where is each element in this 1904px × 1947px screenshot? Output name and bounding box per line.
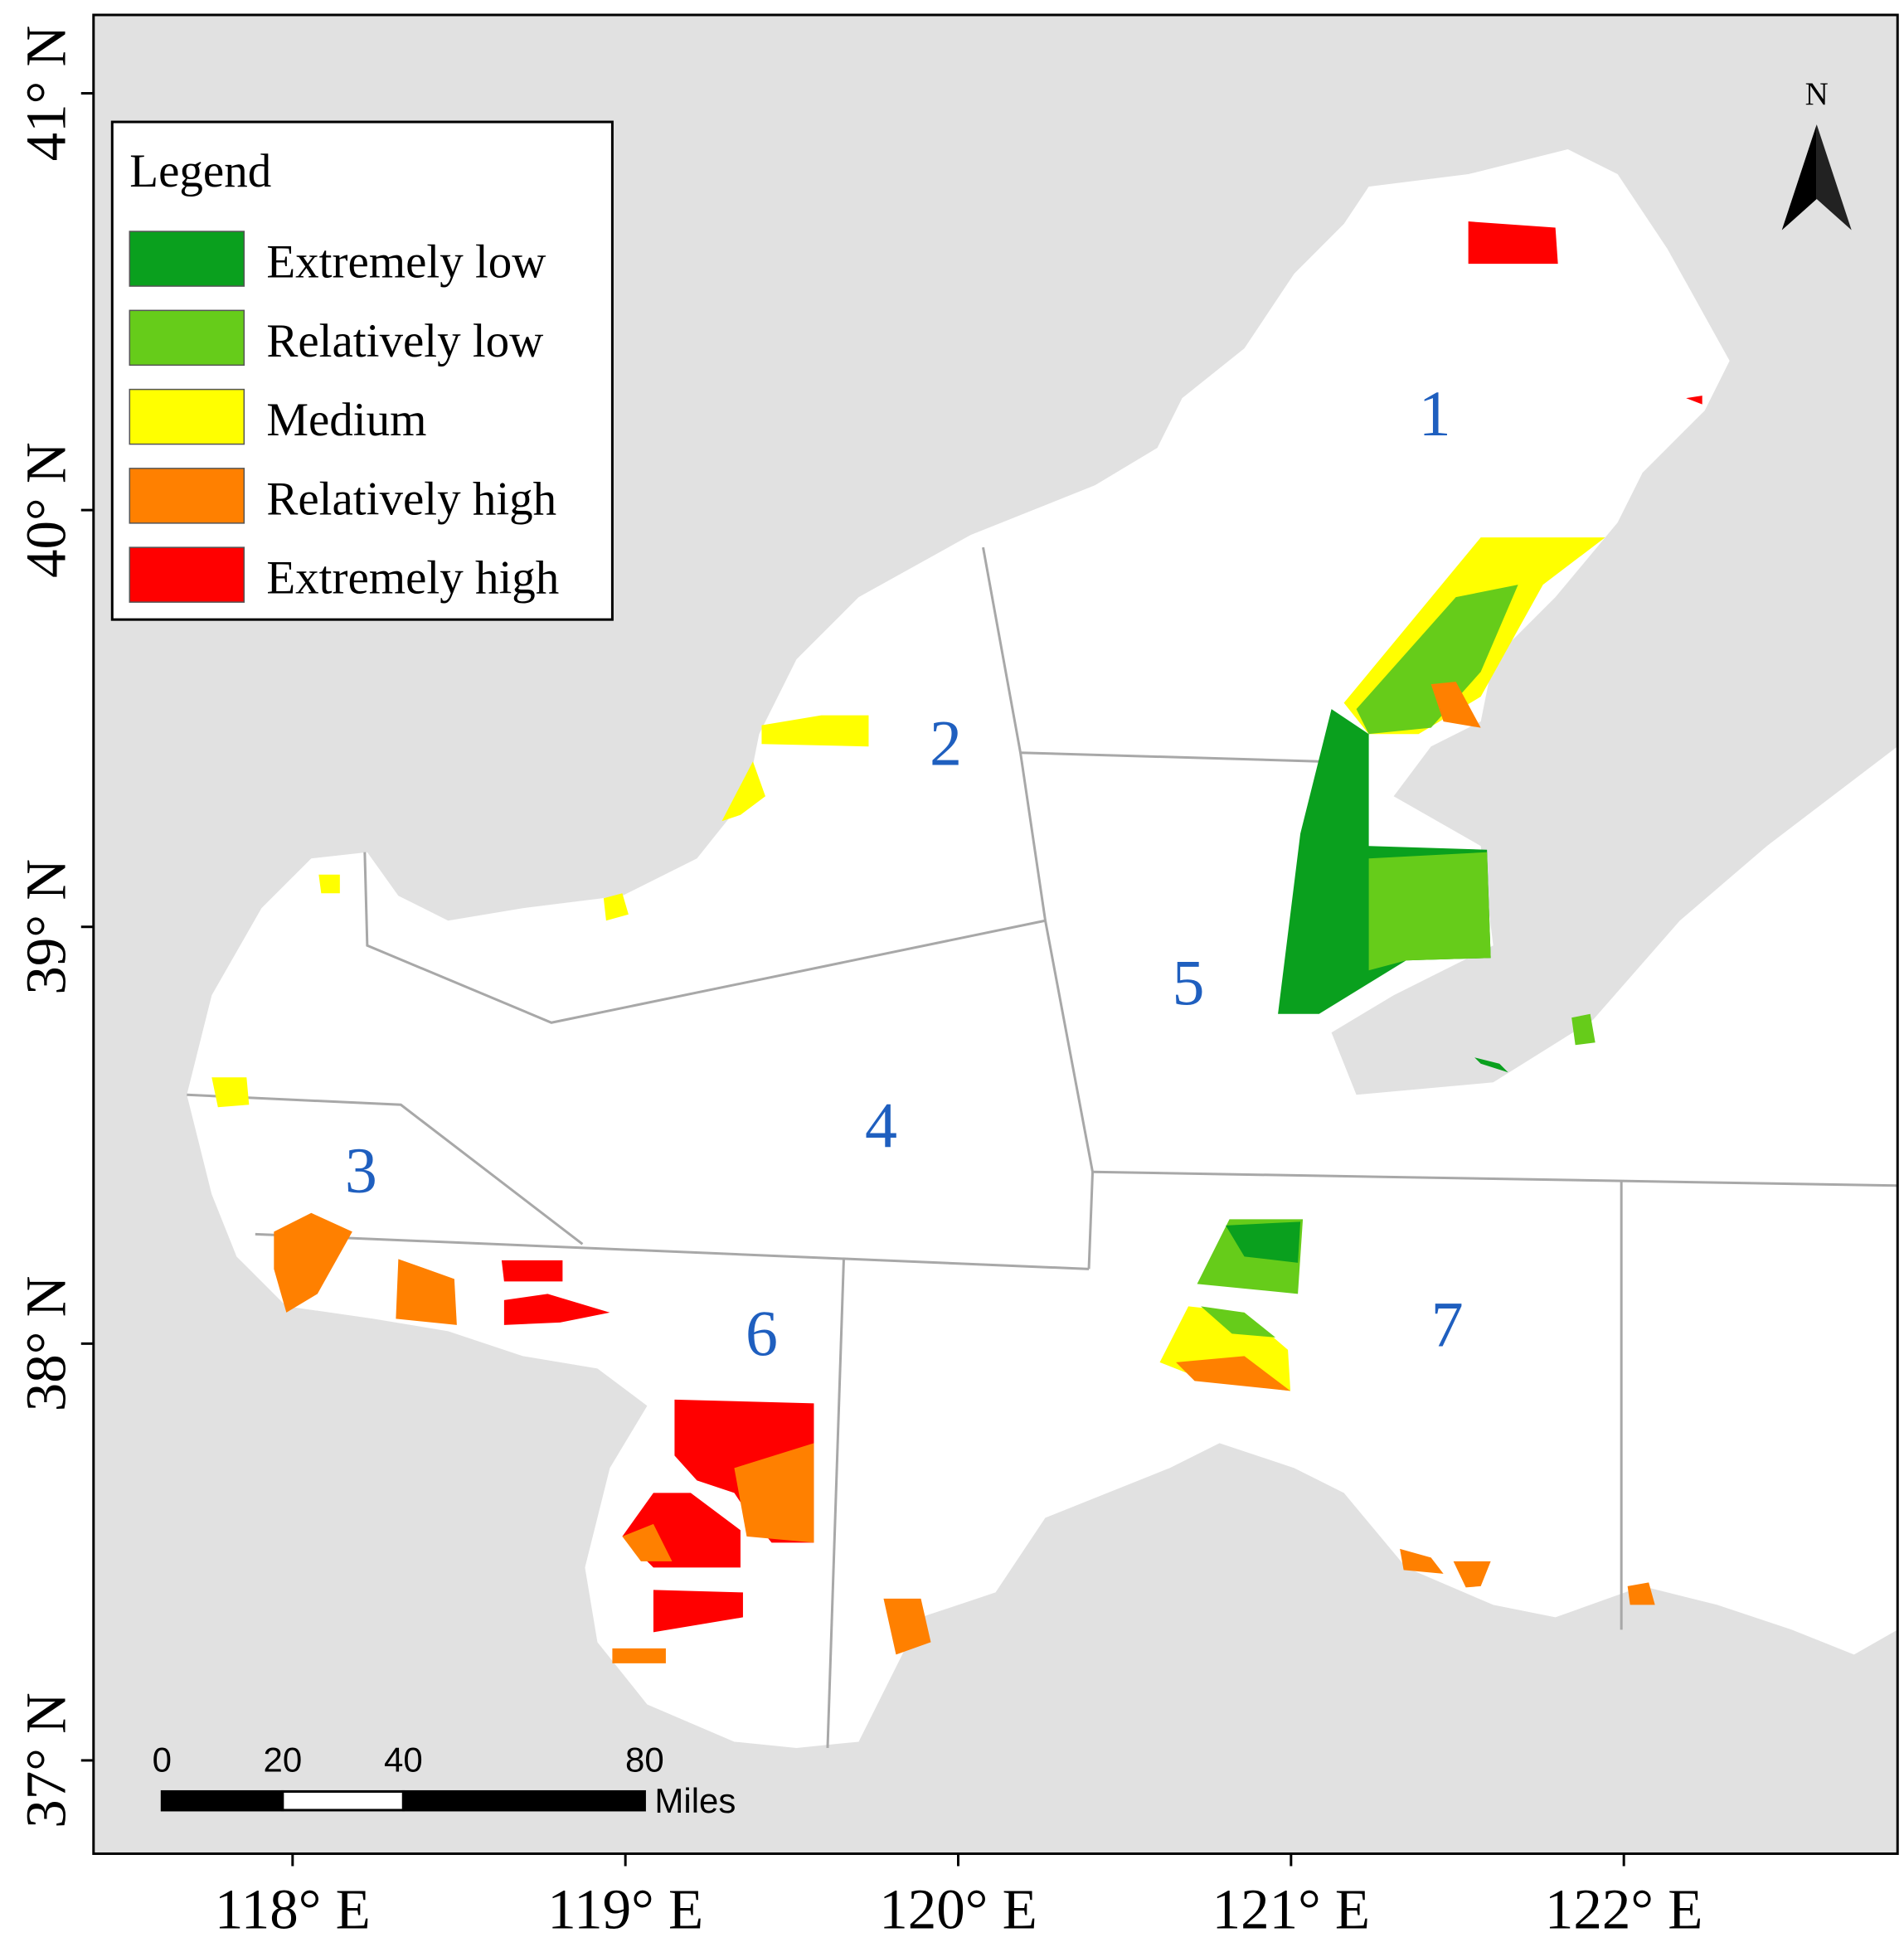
lat-label: 41° N [14,26,77,162]
risk-patch [1468,221,1558,265]
scale-tick-label: 0 [153,1740,172,1779]
sea [187,149,1898,1748]
risk-patches [211,221,1702,1663]
risk-patch [1201,1306,1276,1338]
risk-patch [501,1260,563,1282]
risk-patch [603,893,629,921]
north-arrow: N [1781,76,1852,231]
scale-tick-label: 80 [625,1740,664,1779]
risk-patch [503,1294,610,1325]
lon-label: 120° E [879,1877,1037,1940]
zone-labels: 1 2 3 4 5 6 7 [345,377,1464,1369]
risk-patch [211,1077,250,1108]
risk-patch [1400,1548,1444,1574]
zone-label: 3 [345,1134,377,1206]
risk-patch [612,1648,666,1663]
legend-label: Relatively high [266,473,556,525]
risk-patch [721,761,765,822]
legend-label: Medium [266,394,426,446]
zone-border [363,852,1046,1024]
north-label: N [1805,76,1829,112]
legend-items: Extremely low Relatively low Medium Relativ… [129,231,559,604]
zone-border [255,1232,1090,1270]
lat-label: 38° N [14,1276,77,1412]
scale-segment [160,1789,284,1812]
scale-tick-label: 20 [263,1740,302,1779]
zone-label: 6 [746,1297,778,1369]
zone-border [1020,751,1319,763]
zone-label: 7 [1431,1288,1464,1360]
legend-swatch [129,231,245,287]
risk-patch [1474,1057,1508,1073]
lon-label: 119° E [547,1877,703,1940]
lon-label: 121° E [1212,1877,1371,1940]
lat-label: 40° N [14,442,77,578]
legend-swatch [129,468,245,524]
zone-label: 5 [1173,946,1205,1018]
legend-label: Extremely high [266,552,559,604]
legend-swatch [129,309,245,367]
legend-swatch [129,546,245,603]
legend-box [110,120,614,621]
scale-segment [401,1789,646,1812]
risk-patch [1627,1582,1655,1605]
legend: Legend Extremely low Relatively low Medium… [110,120,614,621]
zone-label: 1 [1419,377,1451,449]
risk-patch [318,874,340,894]
lat-label: 39° N [14,859,77,995]
risk-patch [761,715,869,747]
risk-patch [622,1523,673,1561]
arrow-right [1816,124,1852,231]
legend-label: Relatively low [266,315,543,367]
lat-label: 37° N [14,1692,77,1828]
risk-patch [1176,1356,1291,1391]
lon-label: 122° E [1545,1877,1703,1940]
risk-patch [1571,1013,1596,1046]
risk-patch [1226,1221,1301,1263]
lon-label: 118° E [215,1877,371,1940]
risk-patch [883,1598,931,1655]
zone-borders [187,546,1898,1748]
zone-border [187,1093,584,1245]
zone-border [826,1259,845,1748]
legend-title: Legend [129,145,271,197]
scale-segment [281,1789,405,1812]
scale-tick-label: 40 [384,1740,423,1779]
legend-label: Extremely low [266,236,546,289]
risk-patch [274,1212,352,1313]
risk-patch [1430,682,1481,728]
arrow-left [1781,124,1817,231]
scale-unit: Miles [654,1781,736,1820]
risk-patch [653,1590,743,1633]
frame [92,13,1899,1855]
risk-patch [1686,396,1702,405]
zone-label: 4 [865,1089,897,1161]
zone-label: 2 [930,707,962,779]
risk-patch [1356,585,1518,735]
zone-border [1092,1170,1898,1187]
risk-patch [734,1443,814,1543]
legend-swatch [129,388,245,445]
risk-patch [1453,1561,1491,1588]
risk-patch [1368,852,1491,971]
risk-patch [396,1259,457,1325]
